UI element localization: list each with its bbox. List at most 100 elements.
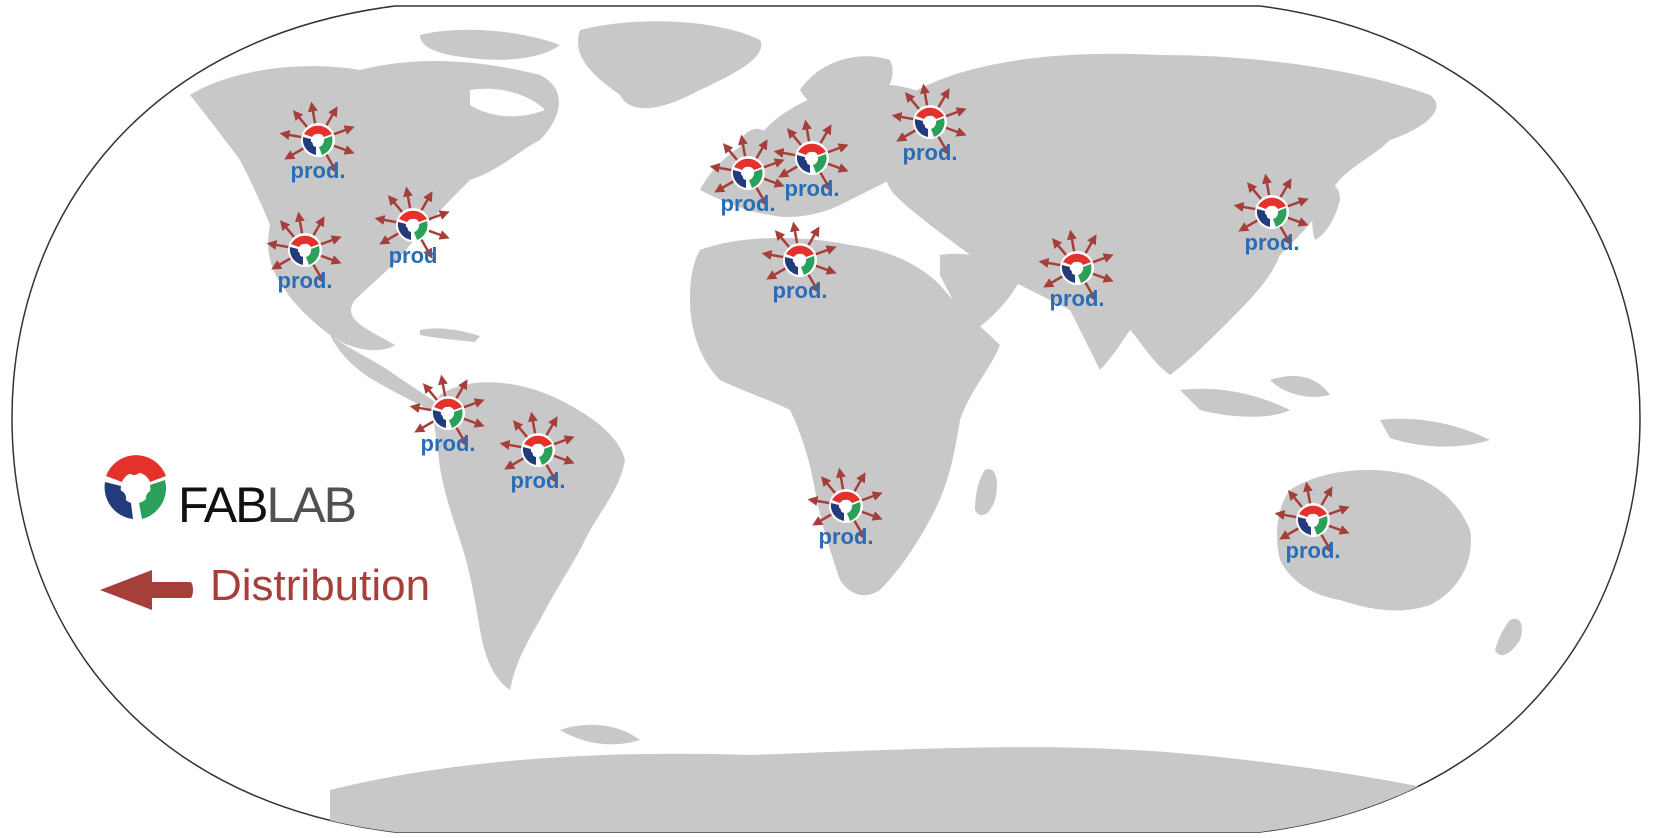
fablab-icon <box>288 233 322 267</box>
distribution-arrow <box>817 169 832 192</box>
distribution-arrow <box>851 517 866 540</box>
distribution-arrow <box>279 130 305 140</box>
marker-south-america-north: prod. <box>409 374 485 456</box>
fablab-icon <box>731 156 765 190</box>
marker-label: prod. <box>903 140 958 165</box>
distribution-arrow <box>778 163 801 178</box>
fablab-icon <box>301 123 335 157</box>
distribution-arrow <box>453 379 468 402</box>
distribution-arrow <box>942 125 967 137</box>
marker-label: prod. <box>421 431 476 456</box>
fablab-icon <box>431 396 465 430</box>
distribution-arrow <box>379 230 402 245</box>
central-america <box>330 335 440 410</box>
distribution-arrow <box>760 158 785 170</box>
distribution-arrow <box>714 178 737 193</box>
antarctica <box>330 747 1480 832</box>
distribution-arrow <box>824 143 849 155</box>
distribution-arrow <box>453 424 468 447</box>
marker-label: prod. <box>291 158 346 183</box>
distribution-arrow <box>836 467 846 493</box>
distribution-arrow <box>1089 271 1114 283</box>
distribution-arrow <box>807 496 833 506</box>
fablab-icon <box>1296 503 1330 537</box>
fablab-logo-icon <box>102 454 170 522</box>
distribution-arrow <box>543 461 558 484</box>
distribution-arrow <box>824 161 849 173</box>
distribution-arrow <box>1233 202 1259 212</box>
fablab-wordmark: FABLAB <box>178 477 357 533</box>
fablab-icon <box>829 489 863 523</box>
distribution-arrow <box>1082 279 1097 302</box>
distribution-arrow <box>308 101 318 127</box>
distribution-arrow <box>1325 523 1350 535</box>
distribution-arrow <box>802 119 812 145</box>
marker-mexico: prod. <box>266 211 342 293</box>
distribution-arrow <box>773 148 799 158</box>
distribution-arrow <box>504 455 527 470</box>
distribution-arrow <box>1303 481 1313 507</box>
marker-central-europe: prod. <box>773 119 849 201</box>
distribution-arrow <box>1287 490 1305 511</box>
marker-label: prod. <box>773 278 828 303</box>
distribution-arrow <box>425 210 450 222</box>
south-america <box>434 382 625 690</box>
distribution-arrow <box>1246 182 1264 203</box>
distribution-arrow <box>1284 215 1309 227</box>
marker-western-europe: prod. <box>709 134 785 216</box>
distribution-arrow <box>499 440 525 450</box>
fablab-icon <box>1255 195 1289 229</box>
marker-label: prod. <box>1050 286 1105 311</box>
distribution-arrow <box>1277 223 1292 246</box>
marker-label: prod. <box>721 191 776 216</box>
distribution-arrow <box>292 110 310 131</box>
distribution-arrow <box>418 191 433 214</box>
marker-label: prod. <box>511 468 566 493</box>
distribution-arrow <box>550 435 575 447</box>
greenland <box>578 21 762 109</box>
distribution-arrow <box>438 374 448 400</box>
distribution-arrow <box>1043 273 1066 288</box>
marker-southern-africa: prod. <box>807 467 883 549</box>
marker-india: prod. <box>1038 229 1114 311</box>
distribution-arrow <box>543 416 558 439</box>
distribution-arrow <box>858 509 883 521</box>
production-markers: prod. prod prod. prod. prod. prod. prod. prod. p… <box>266 83 1350 563</box>
distribution-arrow <box>460 398 485 410</box>
distribution-arrow <box>904 92 922 113</box>
distribution-arrow <box>418 236 433 259</box>
distribution-arrow <box>330 143 355 155</box>
marker-russia: prod. <box>891 83 967 165</box>
distribution-arrow <box>323 106 338 129</box>
distribution-arrow <box>295 211 305 237</box>
distribution-arrow <box>820 476 838 497</box>
distribution-arrow <box>738 134 748 160</box>
distribution-arrow <box>403 186 413 212</box>
logo-lab: LAB <box>266 477 357 533</box>
marker-label: prod. <box>1286 538 1341 563</box>
distribution-arrow <box>409 403 435 413</box>
distribution-arrow <box>528 411 538 437</box>
distribution-arrow <box>790 221 800 247</box>
marker-brazil: prod. <box>499 411 575 493</box>
distribution-arrow <box>753 184 768 207</box>
distribution-arrow <box>512 420 530 441</box>
distribution-arrow <box>1277 178 1292 201</box>
distribution-arrow <box>550 453 575 465</box>
fablab-icon <box>521 433 555 467</box>
distribution-arrow <box>1089 253 1114 265</box>
australia <box>1277 470 1471 611</box>
marker-label: prod. <box>785 176 840 201</box>
distribution-arrow <box>317 253 342 265</box>
distribution-arrow <box>374 215 400 225</box>
distribution-arrow <box>414 418 437 433</box>
distribution-arrow <box>317 235 342 247</box>
distribution-arrow-icon <box>100 570 193 610</box>
distribution-arrow <box>812 511 835 526</box>
distribution-arrow <box>310 261 325 284</box>
distribution-arrow <box>266 240 292 250</box>
marker-north-america-west: prod. <box>279 101 355 183</box>
distribution-arrow <box>1279 525 1302 540</box>
distribution-arrow <box>1318 486 1333 509</box>
